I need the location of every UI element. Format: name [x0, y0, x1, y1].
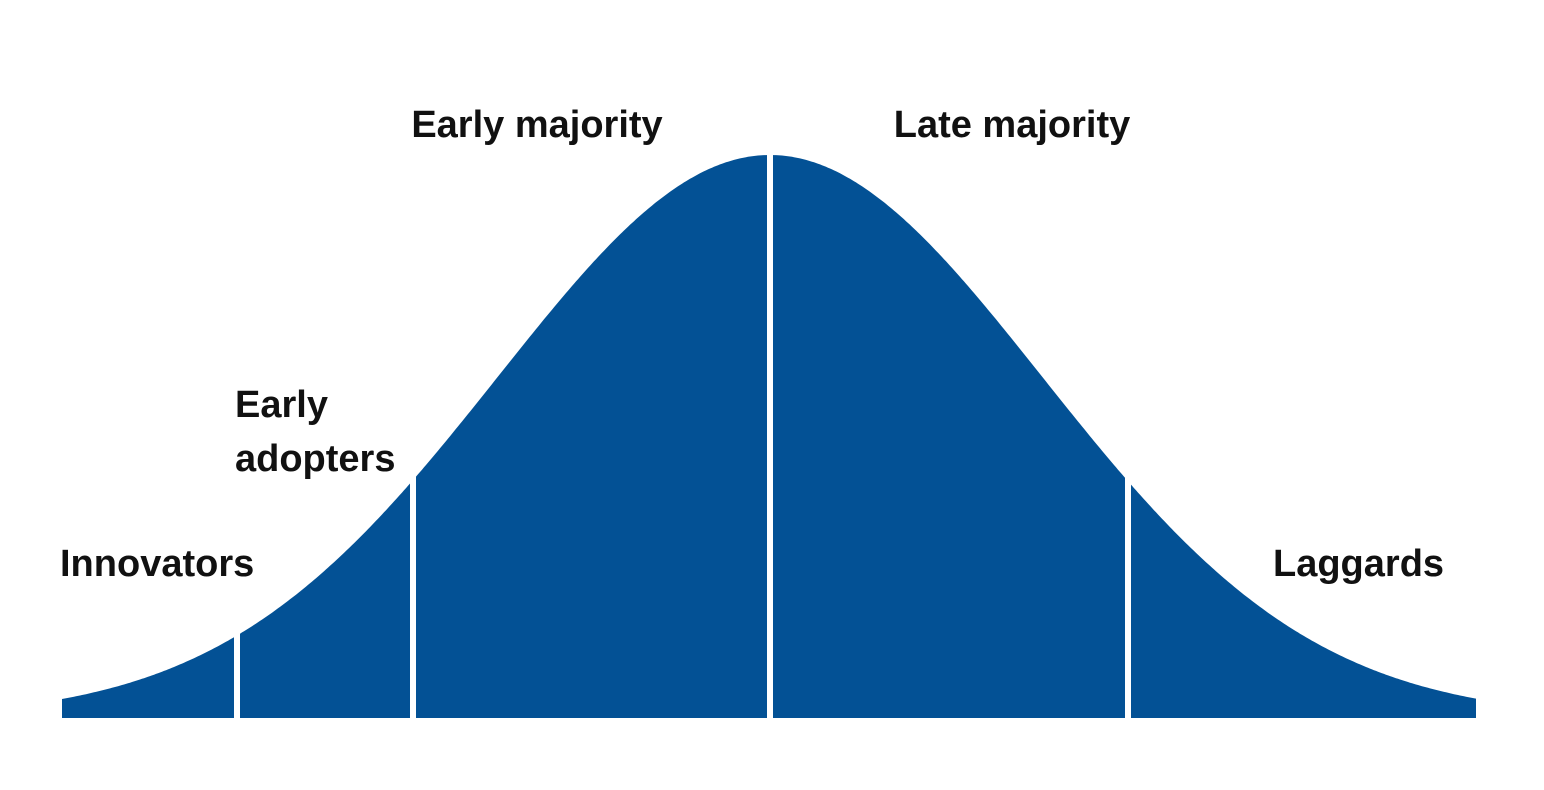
segment-label: Innovators	[60, 543, 254, 585]
segment-label: Early majority	[411, 104, 662, 146]
segment-label: Laggards	[1273, 543, 1444, 585]
segment-label: Late majority	[894, 104, 1131, 146]
segment-label: adopters	[235, 438, 395, 480]
segment-dividers	[234, 151, 1131, 720]
segment-label: Early	[235, 384, 328, 426]
